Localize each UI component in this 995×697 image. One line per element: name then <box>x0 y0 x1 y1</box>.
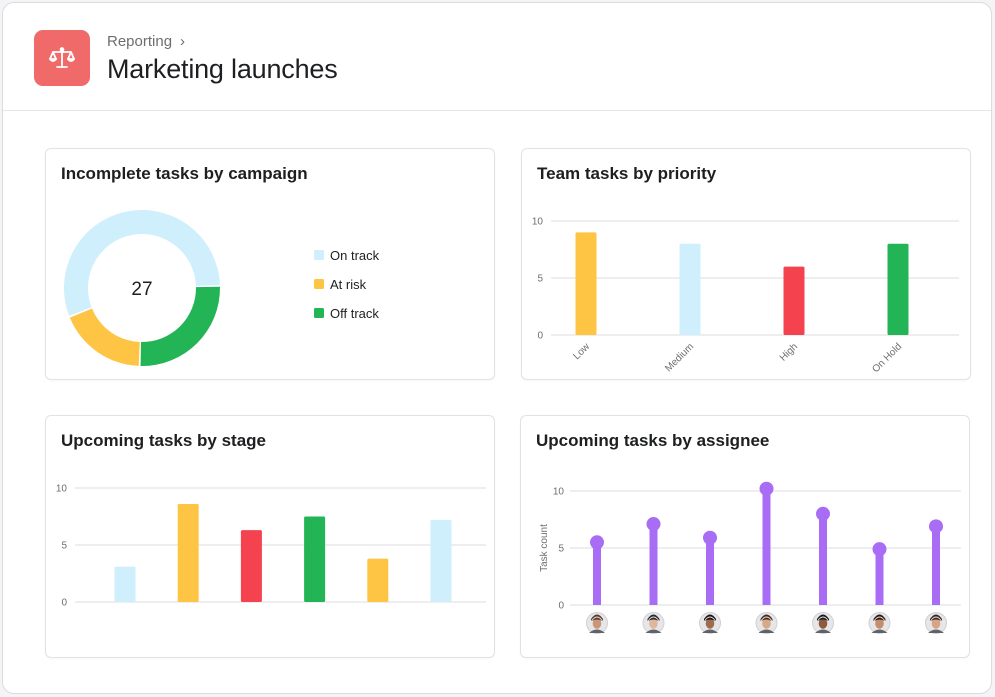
page-title: Marketing launches <box>107 54 338 84</box>
lollipop-stem[interactable] <box>649 524 658 605</box>
avatar-3[interactable] <box>699 612 721 634</box>
y-tick-label: 10 <box>553 487 565 498</box>
y-tick-label: 0 <box>61 598 67 609</box>
lollipop-head[interactable] <box>590 535 604 550</box>
bar[interactable] <box>177 503 199 602</box>
legend-swatch <box>314 279 324 289</box>
lollipop-stem[interactable] <box>593 542 601 605</box>
assignee-lollipop-chart: 0 5 10 Task count <box>539 481 961 634</box>
avatar-4[interactable] <box>755 612 778 634</box>
y-tick-label: 10 <box>56 484 68 495</box>
avatar-1[interactable] <box>586 612 608 634</box>
lollipop-stem[interactable] <box>706 537 714 605</box>
priority-bar-chart: 0 5 10 Low Medium High On Hold <box>532 217 959 375</box>
page-header: Reporting › Marketing launches <box>3 3 991 111</box>
stage-card[interactable]: Upcoming tasks by stage 0 5 10 <box>45 415 495 658</box>
y-tick-label: 0 <box>558 601 564 612</box>
campaign-card[interactable]: Incomplete tasks by campaign 27 On track A… <box>45 148 495 380</box>
bar[interactable] <box>240 530 262 602</box>
bar[interactable] <box>367 558 389 602</box>
donut-slice-off-track[interactable] <box>140 286 221 366</box>
lollipop-stem[interactable] <box>932 526 940 605</box>
bar[interactable] <box>430 519 452 602</box>
bar[interactable] <box>304 516 326 603</box>
legend-swatch <box>314 308 324 318</box>
lollipop-stem[interactable] <box>875 549 884 605</box>
donut-slice-on-track[interactable] <box>64 210 220 316</box>
breadcrumb-link[interactable]: Reporting <box>107 33 173 50</box>
priority-card[interactable]: Team tasks by priority 0 5 10 Low Medium High… <box>521 148 971 380</box>
lollipop-head[interactable] <box>929 519 943 534</box>
x-tick-label: Medium <box>663 341 696 374</box>
legend-label: Off track <box>330 306 379 321</box>
bar[interactable] <box>679 243 701 335</box>
assignee-card[interactable]: Upcoming tasks by assignee 0 5 10 Task coun… <box>520 415 970 658</box>
y-axis-label: Task count <box>539 524 550 572</box>
legend-label: On track <box>330 248 380 263</box>
scale-icon-graphic <box>48 47 76 68</box>
lollipop-head[interactable] <box>816 506 830 521</box>
x-tick-label: High <box>778 341 800 363</box>
y-tick-label: 5 <box>558 544 564 555</box>
bar[interactable] <box>575 232 597 335</box>
y-tick-label: 5 <box>537 274 543 285</box>
lollipop-head[interactable] <box>872 542 887 557</box>
lollipop-head[interactable] <box>703 530 717 545</box>
lollipop-head[interactable] <box>646 517 661 532</box>
legend-label: At risk <box>330 277 367 292</box>
bar[interactable] <box>783 266 805 335</box>
y-tick-label: 10 <box>532 217 544 228</box>
campaign-donut-chart: 27 On track At risk Off track <box>64 210 380 366</box>
donut-slice-at-risk[interactable] <box>69 308 140 366</box>
scale-icon[interactable] <box>34 30 90 86</box>
chevron-right-icon: › <box>180 33 186 50</box>
stage-bar-chart: 0 5 10 <box>56 484 486 609</box>
y-tick-label: 5 <box>61 541 67 552</box>
card-title: Team tasks by priority <box>537 164 717 183</box>
lollipop-stem[interactable] <box>762 488 771 605</box>
card-title: Upcoming tasks by stage <box>61 431 267 450</box>
card-title: Upcoming tasks by assignee <box>536 431 770 450</box>
avatar-7[interactable] <box>925 612 947 634</box>
lollipop-head[interactable] <box>759 481 774 496</box>
x-tick-label: On Hold <box>870 341 904 375</box>
y-tick-label: 0 <box>537 331 543 342</box>
legend-swatch <box>314 250 324 260</box>
bar[interactable] <box>114 566 136 602</box>
lollipop-stem[interactable] <box>819 513 827 605</box>
avatar-6[interactable] <box>868 612 891 634</box>
avatar-2[interactable] <box>642 612 665 634</box>
avatar-5[interactable] <box>812 612 834 634</box>
card-title: Incomplete tasks by campaign <box>61 164 308 183</box>
bar[interactable] <box>887 243 909 335</box>
breadcrumb: Reporting › <box>107 33 185 50</box>
donut-total: 27 <box>131 279 152 300</box>
x-tick-label: Low <box>571 341 592 362</box>
